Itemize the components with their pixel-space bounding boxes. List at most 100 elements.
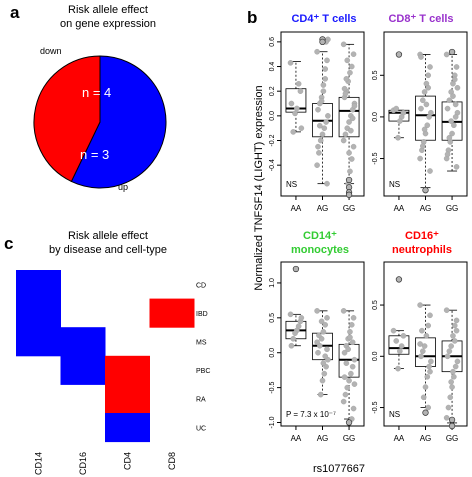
subplot-title-line-2: monocytes xyxy=(291,244,349,256)
x-tick-label: AG xyxy=(420,204,432,213)
heatmap-row-label: IBD xyxy=(196,311,208,318)
data-point xyxy=(400,332,407,339)
data-point xyxy=(344,384,351,391)
data-point xyxy=(423,332,430,339)
data-point xyxy=(418,353,424,360)
y-tick-label: 0.5 xyxy=(372,300,379,310)
outlier-point xyxy=(292,265,300,273)
y-tick-label: -0.5 xyxy=(372,401,379,413)
data-point xyxy=(314,48,320,55)
subplot-annotation: NS xyxy=(286,180,297,189)
outlier-point xyxy=(448,48,456,56)
y-tick-label: 0.6 xyxy=(269,37,276,47)
data-point xyxy=(419,348,426,354)
heatmap-row-label: CD xyxy=(196,282,206,289)
data-point xyxy=(417,302,423,308)
data-point xyxy=(425,404,432,411)
heatmap-cell-down xyxy=(16,270,61,300)
x-axis-title: rs1077667 xyxy=(313,463,365,475)
data-point xyxy=(454,358,461,365)
data-point xyxy=(341,85,348,92)
x-tick-label: GG xyxy=(446,434,458,443)
data-point xyxy=(398,343,405,349)
data-point xyxy=(318,98,325,104)
data-point xyxy=(450,368,456,375)
data-point xyxy=(420,394,427,401)
outlier-point xyxy=(345,176,353,184)
y-tick-label: 1.0 xyxy=(269,278,276,288)
x-tick-label: AA xyxy=(394,204,405,213)
data-point xyxy=(427,64,433,70)
data-point xyxy=(350,315,357,321)
data-point xyxy=(346,150,352,156)
data-point xyxy=(447,394,454,401)
heatmap-column-label: CD16 xyxy=(78,452,88,475)
data-point xyxy=(450,93,456,99)
data-point xyxy=(351,381,358,387)
data-point xyxy=(417,341,423,347)
data-point xyxy=(451,338,458,344)
data-point xyxy=(453,327,460,334)
pie-title-line-1: Risk allele effect xyxy=(68,4,148,16)
y-tick-label: -0.5 xyxy=(269,381,276,393)
data-point xyxy=(315,143,321,150)
data-point xyxy=(350,51,357,57)
data-point xyxy=(319,377,326,384)
data-point xyxy=(340,308,347,314)
y-tick-label: 0.0 xyxy=(269,348,276,358)
data-point xyxy=(321,370,328,377)
y-tick-label: 0.5 xyxy=(269,313,276,323)
data-point xyxy=(342,131,349,138)
panel-label-b: b xyxy=(247,8,257,27)
y-tick-label: 0.0 xyxy=(372,351,379,361)
y-tick-label: 0.0 xyxy=(269,111,276,121)
data-point xyxy=(444,353,451,360)
pie-chart-panel: Risk allele effect on gene expression do… xyxy=(33,4,167,192)
x-tick-label: AA xyxy=(291,434,302,443)
data-point xyxy=(425,322,432,329)
heatmap-column-label: CD4 xyxy=(122,452,132,470)
outlier-point xyxy=(345,191,353,198)
data-point xyxy=(324,180,330,187)
box-iqr xyxy=(388,335,410,355)
data-point xyxy=(320,328,327,335)
data-point xyxy=(446,97,453,104)
data-point xyxy=(340,398,347,405)
pie-label-up: up xyxy=(118,182,128,192)
pie-title-line-2: on gene expression xyxy=(60,18,156,30)
data-point xyxy=(443,414,450,421)
data-point xyxy=(418,54,424,60)
y-tick-label: -0.2 xyxy=(269,134,276,146)
data-point xyxy=(287,311,294,318)
data-point xyxy=(342,391,349,398)
data-point xyxy=(446,348,453,354)
subplot-title: CD14⁺ xyxy=(303,230,337,242)
data-point xyxy=(317,137,324,144)
y-tick-label: 0.4 xyxy=(269,62,276,72)
data-point xyxy=(320,88,327,94)
data-point xyxy=(318,318,325,325)
data-point xyxy=(324,315,330,321)
data-point xyxy=(322,322,329,328)
data-point xyxy=(348,322,355,328)
boxplot-subplots: CD4⁺ T cells -0.4 -0.2 0.0 0.2 0.4 0.6 AA AG GG NS… xyxy=(269,13,468,443)
data-point xyxy=(314,339,320,346)
data-point xyxy=(290,129,297,135)
x-tick-label: AG xyxy=(420,434,432,443)
panel-label-c: c xyxy=(4,234,13,253)
subplot-4: CD16⁺ neutrophils -0.5 0.0 0.5 AA AG GG NS xyxy=(372,230,468,443)
data-point xyxy=(323,119,329,125)
data-point xyxy=(444,105,451,112)
pie-count-up: n = 3 xyxy=(80,147,109,162)
subplot-annotation: NS xyxy=(389,410,400,419)
subplot-annotation: NS xyxy=(389,180,400,189)
heatmap-title-line-1: Risk allele effect xyxy=(68,230,148,242)
subplot-annotation: P = 7.3 x 10⁻⁷ xyxy=(286,410,336,419)
data-point xyxy=(448,379,454,385)
data-point xyxy=(320,360,327,366)
data-point xyxy=(321,125,328,131)
data-point xyxy=(351,356,358,363)
outlier-point xyxy=(395,51,403,58)
data-point xyxy=(423,101,430,108)
